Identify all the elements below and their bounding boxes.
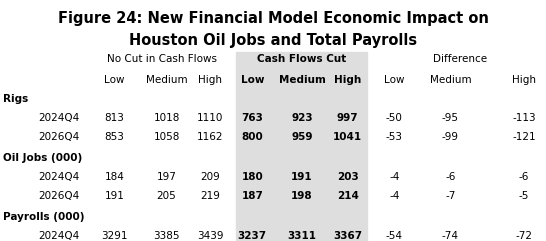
Text: -4: -4 [389,191,400,201]
Text: High: High [198,74,222,85]
Text: 800: 800 [241,132,263,142]
Text: 853: 853 [105,132,124,142]
Text: High: High [334,74,361,85]
Text: -6: -6 [445,172,456,182]
Text: -4: -4 [389,172,400,182]
Text: 3439: 3439 [197,231,223,241]
Text: 205: 205 [157,191,176,201]
Text: Cash Flows Cut: Cash Flows Cut [257,54,347,64]
Text: Medium: Medium [278,74,325,85]
Text: Rigs: Rigs [3,94,28,104]
Text: 2026Q4: 2026Q4 [38,191,80,201]
Text: Low: Low [384,74,405,85]
Text: 1018: 1018 [153,113,180,123]
Text: 1058: 1058 [153,132,180,142]
Text: -74: -74 [442,231,459,241]
Text: 763: 763 [241,113,263,123]
Text: 214: 214 [337,191,359,201]
Text: 198: 198 [291,191,313,201]
Text: -50: -50 [386,113,402,123]
Text: 1041: 1041 [333,132,363,142]
Text: -95: -95 [442,113,459,123]
Text: Low: Low [104,74,125,85]
Bar [236,52,367,241]
Text: 203: 203 [337,172,359,182]
Text: -5: -5 [519,191,530,201]
Text: 2026Q4: 2026Q4 [38,132,80,142]
Text: Medium: Medium [146,74,187,85]
Text: 3385: 3385 [153,231,180,241]
Text: 2024Q4: 2024Q4 [38,172,80,182]
Text: 180: 180 [241,172,263,182]
Text: -121: -121 [512,132,536,142]
Text: High: High [512,74,536,85]
Text: 3367: 3367 [333,231,363,241]
Text: -54: -54 [385,231,403,241]
Text: 184: 184 [105,172,124,182]
Text: 209: 209 [200,172,220,182]
Text: 2024Q4: 2024Q4 [38,231,80,241]
Text: 191: 191 [291,172,313,182]
Text: 1110: 1110 [197,113,223,123]
Text: -6: -6 [519,172,530,182]
Text: Figure 24: New Financial Model Economic Impact on: Figure 24: New Financial Model Economic … [57,11,489,26]
Text: Oil Jobs (000): Oil Jobs (000) [3,153,82,163]
Text: Low: Low [240,74,264,85]
Text: 3311: 3311 [287,231,317,241]
Text: No Cut in Cash Flows: No Cut in Cash Flows [107,54,217,64]
Text: Difference: Difference [433,54,488,64]
Text: 187: 187 [241,191,263,201]
Text: -99: -99 [442,132,459,142]
Text: Houston Oil Jobs and Total Payrolls: Houston Oil Jobs and Total Payrolls [129,33,417,47]
Text: 1162: 1162 [197,132,223,142]
Text: 191: 191 [105,191,124,201]
Text: Payrolls (000): Payrolls (000) [3,212,84,222]
Text: 959: 959 [291,132,313,142]
Text: 813: 813 [105,113,124,123]
Text: Medium: Medium [430,74,471,85]
Text: 219: 219 [200,191,220,201]
Text: -113: -113 [512,113,536,123]
Text: -72: -72 [515,231,533,241]
Text: 997: 997 [337,113,359,123]
Text: 3291: 3291 [102,231,128,241]
Text: 197: 197 [157,172,176,182]
Text: 2024Q4: 2024Q4 [38,113,80,123]
Text: -53: -53 [385,132,403,142]
Text: 3237: 3237 [238,231,267,241]
Text: 923: 923 [291,113,313,123]
Text: -7: -7 [445,191,456,201]
